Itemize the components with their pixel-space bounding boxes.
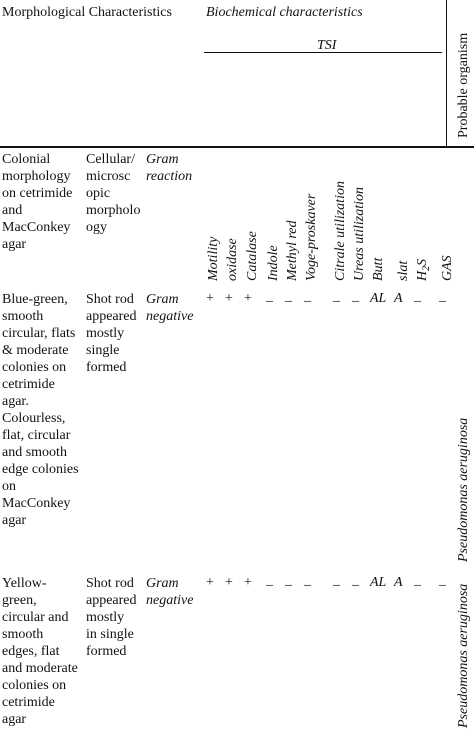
row-1-methyl-red: _ (285, 289, 292, 304)
text-line: smooth (2, 309, 44, 324)
text-line: in single (86, 627, 134, 642)
row-1-organism: Pseudomonas aeruginosa (456, 417, 471, 562)
text-line: mostly (86, 610, 125, 625)
text-line: edges, flat (2, 644, 60, 659)
probable-organism-header: Probable organism (456, 32, 471, 138)
row-1-catalase: + (244, 291, 252, 306)
row-1-colonial: Blue-green, smooth circular, flats & mod… (2, 291, 86, 529)
text-line: on (2, 479, 16, 494)
text-line: flat, circular (2, 428, 71, 443)
h2s-subscript: 2 (421, 265, 432, 271)
text-line: negative (146, 593, 194, 608)
organism-column-rule (446, 0, 447, 148)
text-line: formed (86, 360, 127, 375)
tsi-rule (204, 52, 442, 53)
text-line: cetrimide (2, 695, 55, 710)
biochemical-characteristics-header: Biochemical characteristics (206, 5, 363, 20)
gram-reaction-label: Gram reaction (146, 152, 193, 184)
h2s-base: H (415, 270, 430, 281)
text-line: appeared (86, 309, 137, 324)
text-line: agar. (2, 394, 29, 409)
text-line: smooth (2, 627, 44, 642)
text-line: Colourless, (2, 411, 66, 426)
row-2-citrate: _ (333, 573, 340, 588)
text-line: colonies on (2, 678, 67, 693)
text-line: Shot rod (86, 576, 134, 591)
text-line: agar (2, 712, 27, 727)
row-2-indole: _ (266, 573, 273, 588)
text-line: green, (2, 593, 37, 608)
test-header-motility: Motility (206, 236, 221, 281)
test-header-methyl-red: Methyl red (285, 220, 300, 281)
row-1-slat: A (394, 291, 403, 306)
test-header-voges-proskauer: Voge-proskaver (304, 193, 319, 281)
row-1-voges-proskauer: _ (304, 289, 311, 304)
row-1-cellular: Shot rod appeared mostly single formed (86, 291, 146, 376)
row-2-catalase: + (244, 575, 252, 590)
text-line: Gram (146, 292, 179, 307)
text-line: mostly (86, 326, 125, 341)
cellular-morphology-header: Cellular/ microsc opic morpholo ogy (86, 151, 144, 236)
row-1-gas: _ (439, 289, 446, 304)
text-line: Gram (146, 576, 179, 591)
gram-reaction-header: Gram reaction (146, 151, 202, 185)
text-line: circular, flats (2, 326, 76, 341)
row-2-urease: _ (352, 573, 359, 588)
row-1-butt: AL (370, 291, 387, 306)
row-1-indole: _ (266, 289, 273, 304)
h2s-tail: S (415, 258, 430, 266)
text-line: edge colonies (2, 462, 79, 477)
row-1-citrate: _ (333, 289, 340, 304)
text-line: and smooth (2, 445, 67, 460)
text-line: appeared (86, 593, 137, 608)
text-line: Yellow- (2, 576, 47, 591)
text-line: cetrimide (2, 377, 55, 392)
row-2-gas: _ (439, 573, 446, 588)
text-line: & moderate (2, 343, 69, 358)
morphological-characteristics-header: Morphological Characteristics (2, 5, 172, 20)
row-2-colonial: Yellow- green, circular and smooth edges… (2, 575, 86, 728)
text-line: Blue-green, (2, 292, 68, 307)
row-1-motility: + (206, 291, 214, 306)
row-2-h2s: _ (414, 573, 421, 588)
test-header-slat: slat (396, 260, 411, 281)
test-header-gas: GAS (440, 255, 455, 281)
test-header-urease: Ureas utilization (352, 187, 367, 281)
cellular-morphology-label: Cellular/ microsc opic morpholo ogy (86, 152, 141, 235)
text-line: Shot rod (86, 292, 134, 307)
row-2-oxidase: + (225, 575, 233, 590)
test-header-citrate: Citrale utilization (333, 181, 348, 281)
test-header-oxidase: oxidase (225, 238, 240, 281)
row-2-gram: Gram negative (146, 575, 204, 609)
text-line: and moderate (2, 661, 78, 676)
row-2-voges-proskauer: _ (304, 573, 311, 588)
test-header-indole: Indole (266, 245, 281, 281)
header-bottom-rule (0, 146, 474, 148)
row-2-slat: A (394, 575, 403, 590)
row-2-methyl-red: _ (285, 573, 292, 588)
row-1-oxidase: + (225, 291, 233, 306)
test-header-catalase: Catalase (245, 231, 260, 281)
row-2-motility: + (206, 575, 214, 590)
text-line: agar (2, 513, 27, 528)
row-2-organism: Pseudomonas aeruginosa (456, 583, 471, 728)
text-line: formed (86, 644, 127, 659)
row-2-cellular: Shot rod appeared mostly in single forme… (86, 575, 146, 660)
tsi-header: TSI (317, 38, 337, 53)
text-line: negative (146, 309, 194, 324)
colonial-morphology-label: Colonial morphology on cetrimide and Mac… (2, 152, 73, 252)
test-header-butt: Butt (371, 257, 386, 281)
text-line: MacConkey (2, 496, 71, 511)
test-header-h2s: H2S (415, 258, 432, 281)
row-2-butt: AL (370, 575, 387, 590)
colonial-morphology-header: Colonial morphology on cetrimide and Mac… (2, 151, 84, 253)
text-line: colonies on (2, 360, 67, 375)
text-line: circular and (2, 610, 69, 625)
row-1-h2s: _ (414, 289, 421, 304)
row-1-gram: Gram negative (146, 291, 204, 325)
row-1-urease: _ (352, 289, 359, 304)
text-line: single (86, 343, 120, 358)
